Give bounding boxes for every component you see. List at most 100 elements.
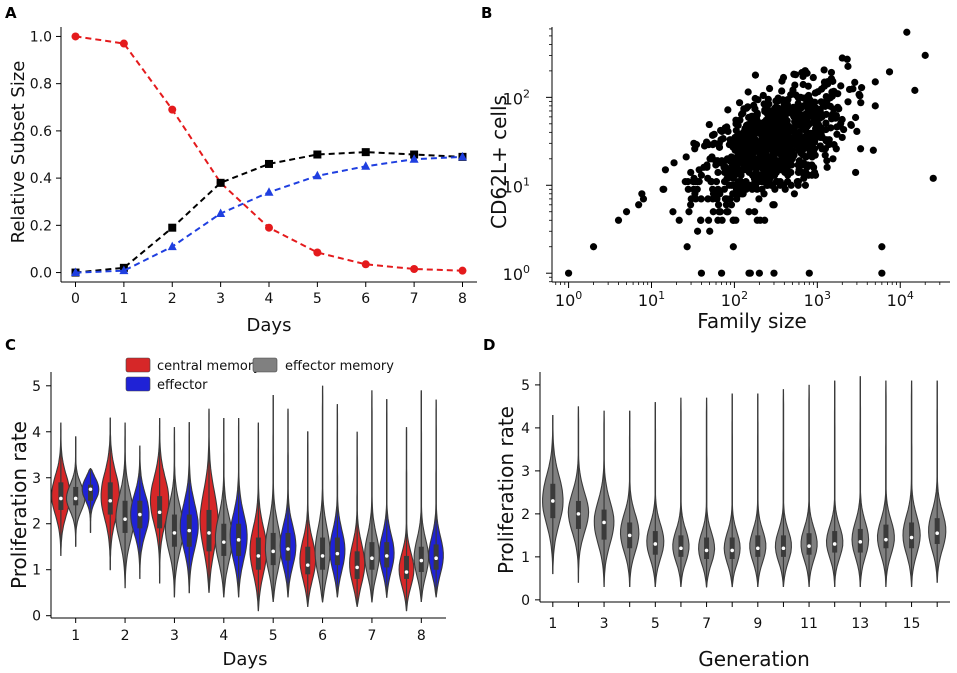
panel-b-point — [852, 168, 860, 177]
panel-b-point — [704, 216, 713, 224]
violin-median — [123, 517, 127, 521]
panel-b-point — [857, 99, 865, 107]
panel-b-point — [794, 146, 803, 154]
panel-a-x-tick-label: 4 — [265, 291, 274, 307]
panel-a-point — [216, 178, 225, 187]
panel-a-point — [71, 267, 81, 277]
violin-iqr-box — [285, 532, 291, 561]
panel-b-point — [764, 171, 772, 179]
panel-b-point — [751, 94, 759, 103]
panel-b-point — [690, 174, 698, 182]
violin-iqr-box — [305, 546, 311, 575]
violin-median — [138, 512, 142, 517]
panel-b-point — [722, 201, 730, 209]
panel-b-point — [779, 126, 787, 135]
panel-b-y-tick-label: 101 — [503, 175, 530, 196]
panel-b-point — [788, 124, 796, 132]
panel-c-violin-plot: Proliferation rate Days central memory e… — [7, 357, 446, 670]
violin-median — [355, 565, 359, 570]
panel-b-point — [804, 161, 812, 169]
violin-iqr-box — [883, 524, 889, 549]
panel-b-point — [737, 110, 746, 118]
panel-a-x-tick-label: 3 — [216, 291, 225, 307]
panel-b-point — [849, 85, 857, 93]
panel-b-point — [744, 125, 752, 134]
panel-b-point — [755, 269, 763, 277]
panel-b-point — [771, 145, 779, 153]
violin-median — [807, 544, 811, 548]
panel-b-point — [810, 145, 818, 153]
panel-c-y-tick-label: 1 — [32, 563, 41, 579]
panel-a-x-tick-label: 2 — [168, 291, 177, 307]
panel-b-point — [622, 208, 631, 216]
panel-b-point — [639, 195, 648, 203]
panel-b-point — [669, 208, 677, 216]
panel-b-point — [766, 131, 774, 139]
panel-b-point — [733, 195, 741, 203]
panel-b-point — [762, 116, 770, 124]
panel-b-point — [753, 109, 761, 117]
panel-b-point — [725, 157, 734, 165]
violin-median — [271, 549, 275, 554]
panel-b-point — [801, 181, 810, 189]
violin-iqr-box — [58, 482, 64, 510]
panel-b-point — [828, 88, 836, 96]
panel-d-y-axis-label: Proliferation rate — [494, 406, 518, 574]
panel-a-x-tick-label: 6 — [361, 291, 370, 307]
violin-median — [576, 512, 581, 516]
panel-letter-b: B — [481, 4, 492, 22]
panel-b-point — [779, 73, 788, 82]
panel-b-point — [808, 153, 816, 161]
violin-iqr-box — [780, 535, 786, 557]
panel-b-point — [816, 114, 824, 122]
panel-d-y-tick-label: 1 — [521, 550, 530, 566]
violin-median — [602, 520, 606, 525]
panel-b-point — [847, 121, 855, 129]
panel-b-point — [750, 128, 758, 136]
panel-a-y-tick-label: 0.4 — [30, 171, 52, 187]
panel-c-y-tick-label: 3 — [32, 471, 41, 487]
panel-b-point — [738, 190, 746, 198]
panel-b-point — [789, 86, 797, 94]
panel-b-point — [713, 157, 722, 165]
panel-b-point — [820, 82, 829, 90]
panel-b-point — [751, 122, 759, 130]
panel-a-point — [361, 148, 370, 157]
panel-b-point — [911, 86, 919, 94]
panel-b-point — [783, 178, 792, 186]
panel-b-point — [769, 166, 777, 174]
panel-b-point — [737, 151, 745, 159]
panel-b-point — [764, 95, 772, 103]
panel-c-x-axis-label: Days — [223, 649, 268, 670]
violin-iqr-box — [704, 537, 710, 560]
panel-d-y-tick-label: 5 — [521, 378, 530, 394]
panel-b-point — [780, 159, 788, 167]
panel-b-point — [742, 104, 750, 112]
panel-a-point — [313, 248, 322, 257]
panel-b-point — [690, 139, 698, 147]
panel-b-point — [758, 125, 766, 134]
panel-d-x-tick-label: 1 — [548, 616, 557, 632]
panel-b-point — [682, 153, 690, 161]
panel-a-x-tick-label: 8 — [458, 291, 467, 307]
panel-b-point — [687, 195, 695, 203]
panel-b-point — [748, 185, 756, 193]
panel-b-point — [786, 106, 794, 115]
panel-b-point — [765, 84, 774, 93]
panel-a-series-line — [75, 155, 463, 274]
panel-b-point — [708, 131, 717, 139]
panel-b-point — [748, 146, 757, 154]
panel-b-scatter-plot: CD62L+ cells Family size 100 101 102 103 104… — [487, 27, 950, 333]
panel-b-point — [858, 84, 866, 92]
panel-b-x-tick-label: 103 — [804, 289, 831, 310]
panel-b-point — [821, 151, 829, 159]
legend-swatch-effector-memory — [252, 357, 278, 373]
panel-b-point — [750, 101, 758, 109]
panel-b-point — [709, 141, 717, 149]
panel-b-point — [697, 269, 706, 277]
panel-a-y-tick-label: 0.2 — [30, 218, 52, 234]
panel-b-point — [614, 216, 623, 224]
panel-d-y-tick-label: 3 — [521, 464, 530, 480]
